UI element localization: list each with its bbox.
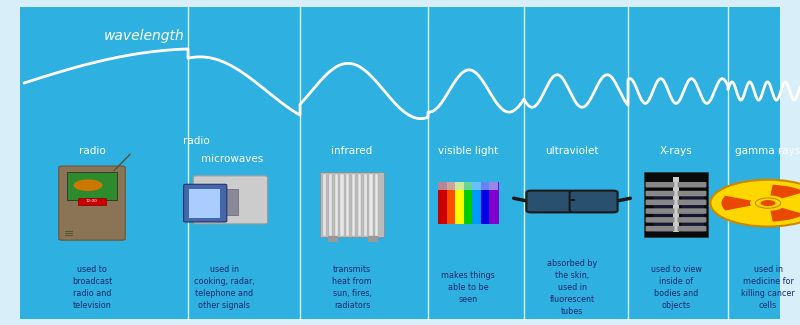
FancyBboxPatch shape bbox=[59, 166, 125, 240]
Text: X-rays: X-rays bbox=[660, 146, 692, 156]
Text: absorbed by
the skin,
used in
fluorescent
tubes: absorbed by the skin, used in fluorescen… bbox=[547, 259, 597, 317]
FancyBboxPatch shape bbox=[646, 182, 674, 188]
Bar bbox=[340, 174, 343, 236]
Bar bbox=[464, 182, 473, 224]
Bar bbox=[481, 182, 490, 224]
FancyBboxPatch shape bbox=[678, 217, 706, 223]
Bar bbox=[370, 174, 373, 236]
Bar bbox=[490, 182, 499, 224]
Bar bbox=[472, 182, 482, 224]
Bar bbox=[375, 174, 378, 236]
Bar bbox=[200, 189, 238, 215]
FancyBboxPatch shape bbox=[678, 191, 706, 196]
Wedge shape bbox=[721, 195, 752, 211]
Text: used in
cooking, radar,
telephone and
other signals: used in cooking, radar, telephone and ot… bbox=[194, 265, 254, 310]
FancyBboxPatch shape bbox=[646, 200, 674, 205]
Bar bbox=[66, 231, 74, 232]
Wedge shape bbox=[770, 207, 800, 222]
Bar bbox=[67, 172, 118, 200]
Bar bbox=[438, 182, 447, 224]
Bar bbox=[455, 182, 465, 224]
Circle shape bbox=[710, 180, 800, 227]
Bar bbox=[352, 174, 355, 236]
Text: ultraviolet: ultraviolet bbox=[546, 146, 598, 156]
Bar bbox=[320, 172, 384, 237]
Text: radio: radio bbox=[182, 136, 210, 146]
FancyBboxPatch shape bbox=[184, 184, 227, 222]
FancyBboxPatch shape bbox=[678, 208, 706, 214]
Text: radio: radio bbox=[78, 146, 106, 156]
Bar bbox=[66, 235, 74, 236]
FancyBboxPatch shape bbox=[678, 182, 706, 188]
Circle shape bbox=[761, 200, 775, 206]
FancyBboxPatch shape bbox=[654, 194, 676, 232]
FancyBboxPatch shape bbox=[20, 6, 780, 318]
FancyBboxPatch shape bbox=[646, 217, 674, 223]
Text: gamma rays: gamma rays bbox=[735, 146, 800, 156]
FancyBboxPatch shape bbox=[646, 226, 674, 231]
Bar bbox=[368, 236, 378, 242]
Bar bbox=[644, 172, 708, 237]
Text: used to
broadcast
radio and
television: used to broadcast radio and television bbox=[72, 265, 112, 310]
Bar bbox=[190, 188, 219, 218]
Bar bbox=[346, 174, 350, 236]
Bar bbox=[446, 182, 456, 224]
Text: 12:00: 12:00 bbox=[86, 199, 97, 203]
Text: used in
medicine for
killing cancer
cells: used in medicine for killing cancer cell… bbox=[741, 265, 795, 310]
Bar bbox=[358, 174, 361, 236]
Circle shape bbox=[755, 198, 781, 208]
FancyBboxPatch shape bbox=[194, 176, 267, 224]
Text: used to view
inside of
bodies and
objects: used to view inside of bodies and object… bbox=[650, 265, 702, 310]
Text: makes things
able to be
seen: makes things able to be seen bbox=[441, 271, 495, 304]
FancyBboxPatch shape bbox=[526, 190, 574, 213]
Text: transmits
heat from
sun, fires,
radiators: transmits heat from sun, fires, radiator… bbox=[332, 265, 372, 310]
Bar bbox=[334, 174, 338, 236]
Bar bbox=[328, 236, 338, 242]
Text: infrared: infrared bbox=[331, 146, 373, 156]
Bar bbox=[78, 198, 106, 205]
Bar bbox=[438, 182, 498, 190]
Text: visible light: visible light bbox=[438, 146, 498, 156]
Wedge shape bbox=[770, 184, 800, 199]
FancyBboxPatch shape bbox=[646, 191, 674, 196]
Bar bbox=[66, 233, 74, 234]
Bar bbox=[323, 174, 326, 236]
Bar bbox=[673, 177, 679, 232]
FancyBboxPatch shape bbox=[646, 208, 674, 214]
Text: microwaves: microwaves bbox=[201, 154, 263, 164]
Circle shape bbox=[74, 179, 102, 191]
Text: wavelength: wavelength bbox=[104, 29, 184, 43]
Bar bbox=[329, 174, 332, 236]
Bar bbox=[364, 174, 367, 236]
FancyBboxPatch shape bbox=[570, 190, 618, 213]
FancyBboxPatch shape bbox=[682, 194, 704, 232]
FancyBboxPatch shape bbox=[678, 200, 706, 205]
FancyBboxPatch shape bbox=[678, 226, 706, 231]
